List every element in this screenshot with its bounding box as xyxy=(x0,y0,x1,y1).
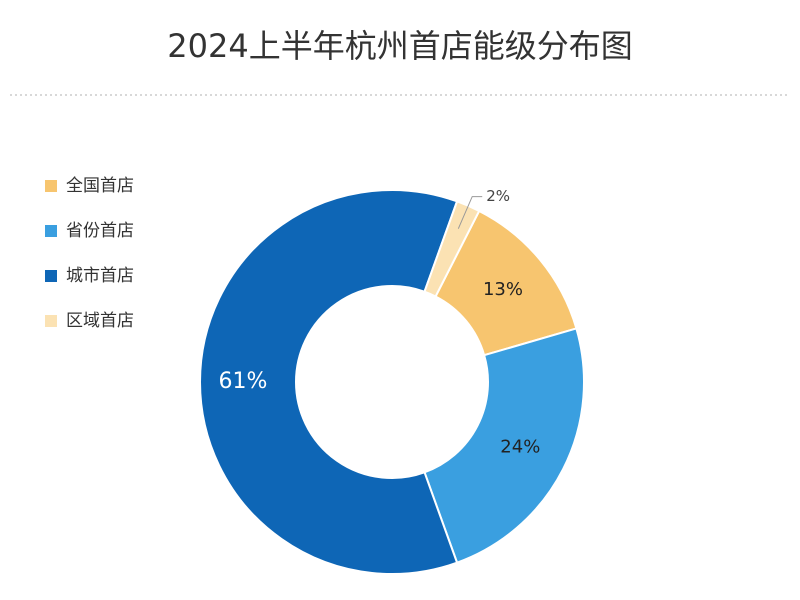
legend-label: 城市首店 xyxy=(66,266,134,286)
legend-swatch xyxy=(45,270,57,282)
data-label: 13% xyxy=(483,279,523,300)
donut-segment xyxy=(423,327,585,564)
chart-title: 2024上半年杭州首店能级分布图 xyxy=(167,27,632,65)
legend-swatch xyxy=(45,180,57,192)
donut-segment xyxy=(199,189,459,575)
legend-label: 区域首店 xyxy=(66,311,134,331)
data-label: 61% xyxy=(219,369,268,394)
legend-label: 省份首店 xyxy=(66,221,134,241)
legend-label: 全国首店 xyxy=(66,176,134,196)
data-label: 2% xyxy=(486,187,510,205)
donut-segment xyxy=(423,200,481,298)
legend-swatch xyxy=(45,225,57,237)
legend-swatch xyxy=(45,315,57,327)
leader-line xyxy=(457,196,483,229)
data-label: 24% xyxy=(500,436,540,457)
